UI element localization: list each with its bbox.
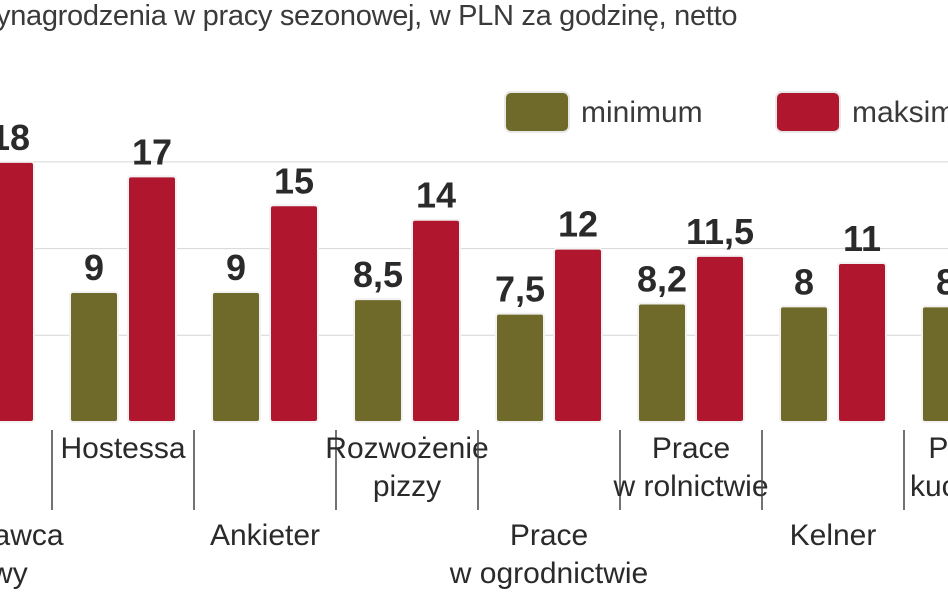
category-label: kuchenna: [910, 470, 948, 503]
value-label-minimum: 8,5: [353, 254, 403, 295]
category-label: lodowy: [0, 557, 28, 590]
value-label-minimum: 9: [226, 247, 246, 288]
bar-maksimum: [127, 175, 177, 423]
value-label-maksimum: 11: [843, 218, 881, 259]
category-label: w ogrodnictwie: [449, 557, 648, 590]
bar-maksimum: [269, 204, 319, 423]
category-label: Sprzedawca: [0, 519, 64, 552]
bar-minimum: [779, 305, 829, 423]
value-label-maksimum: 11,5: [686, 211, 754, 252]
value-label-maksimum: 17: [132, 131, 172, 172]
bar-minimum: [69, 290, 119, 424]
value-label-minimum: 9: [84, 247, 104, 288]
value-label-minimum: 8,2: [637, 259, 687, 300]
value-label-maksimum: 18: [0, 117, 30, 158]
category-label: pizzy: [373, 470, 441, 503]
bar-minimum: [353, 298, 403, 423]
bar-maksimum: [837, 262, 887, 423]
value-label-minimum: 7,5: [495, 269, 545, 310]
chart-title: ynagrodzenia w pracy sezonowej, w PLN za…: [0, 0, 738, 32]
category-label: Prace: [510, 519, 588, 552]
bar-minimum: [921, 305, 948, 423]
legend-swatch-maksimum: [775, 91, 841, 133]
value-label-maksimum: 12: [558, 204, 598, 245]
category-label: Prace: [652, 432, 730, 465]
value-label-minimum: 8: [936, 261, 948, 302]
bar-minimum: [637, 302, 687, 424]
legend-label-maksimum: maksimum: [852, 96, 948, 129]
bar-maksimum: [553, 247, 603, 423]
value-label-minimum: 8: [794, 261, 814, 302]
category-label: Ankieter: [210, 519, 320, 552]
category-label: w rolnictwie: [612, 470, 768, 503]
bar-minimum: [495, 312, 545, 423]
bar-minimum: [211, 290, 261, 424]
legend-label-minimum: minimum: [581, 96, 703, 129]
value-label-maksimum: 14: [416, 175, 456, 216]
category-label: Kelner: [790, 519, 877, 552]
value-label-maksimum: 15: [274, 160, 314, 201]
bar-maksimum: [695, 254, 745, 423]
category-label: Pomoc: [928, 432, 948, 465]
bar-maksimum: [0, 160, 35, 423]
category-label: Hostessa: [60, 432, 185, 465]
legend-swatch-minimum: [504, 91, 570, 133]
category-label: Rozwożenie: [325, 432, 488, 465]
bar-maksimum: [411, 218, 461, 423]
